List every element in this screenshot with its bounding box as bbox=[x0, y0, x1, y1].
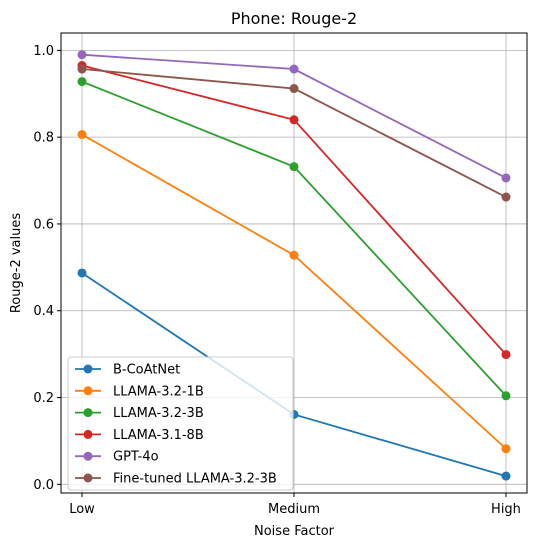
data-point bbox=[289, 162, 299, 172]
data-point bbox=[77, 64, 87, 74]
legend-box bbox=[67, 356, 294, 491]
series-5 bbox=[77, 64, 511, 202]
y-axis: 0.0 0.2 0.4 0.6 0.8 1.0 bbox=[33, 44, 61, 493]
series bbox=[77, 50, 511, 481]
legend-label: LLAMA-3.2-1B bbox=[113, 384, 204, 399]
data-point bbox=[289, 84, 299, 94]
legend-marker bbox=[83, 451, 93, 461]
data-point bbox=[501, 173, 511, 183]
data-point bbox=[289, 115, 299, 125]
x-axis: Low Medium High bbox=[69, 493, 521, 517]
x-axis-label: Noise Factor bbox=[254, 524, 335, 539]
y-tick-label: 0.0 bbox=[33, 478, 54, 493]
legend-label: LLAMA-3.2-3B bbox=[113, 406, 204, 421]
x-tick-label: Low bbox=[69, 502, 95, 517]
y-axis-label: Rouge-2 values bbox=[9, 213, 24, 313]
y-tick-label: 1.0 bbox=[33, 44, 54, 59]
legend-marker bbox=[83, 386, 93, 396]
legend-marker bbox=[83, 408, 93, 418]
series-4 bbox=[77, 50, 511, 183]
data-point bbox=[77, 268, 87, 278]
data-point bbox=[501, 192, 511, 202]
series-1 bbox=[77, 130, 511, 454]
data-point bbox=[501, 444, 511, 454]
series-2 bbox=[77, 77, 511, 401]
legend: B-CoAtNet LLAMA-3.2-1B LLAMA-3.2-3B LLAMA-3… bbox=[67, 356, 294, 491]
y-tick-label: 0.2 bbox=[33, 391, 54, 406]
data-point bbox=[289, 64, 299, 74]
legend-marker bbox=[83, 473, 93, 483]
data-point bbox=[77, 130, 87, 140]
y-tick-label: 0.8 bbox=[33, 131, 54, 146]
data-point bbox=[77, 77, 87, 87]
chart-title: Phone: Rouge-2 bbox=[231, 9, 357, 28]
x-tick-label: Medium bbox=[268, 502, 320, 517]
data-point bbox=[501, 350, 511, 360]
legend-label: LLAMA-3.1-8B bbox=[113, 428, 204, 443]
x-tick-label: High bbox=[491, 502, 521, 517]
data-point bbox=[501, 391, 511, 401]
legend-marker bbox=[83, 364, 93, 374]
legend-label: Fine-tuned LLAMA-3.2-3B bbox=[113, 472, 277, 487]
y-tick-label: 0.6 bbox=[33, 217, 54, 232]
data-point bbox=[77, 50, 87, 60]
legend-label: GPT-4o bbox=[113, 450, 159, 465]
legend-label: B-CoAtNet bbox=[113, 363, 180, 378]
data-point bbox=[289, 250, 299, 260]
data-point bbox=[501, 471, 511, 481]
y-tick-label: 0.4 bbox=[33, 304, 54, 319]
legend-marker bbox=[83, 429, 93, 439]
